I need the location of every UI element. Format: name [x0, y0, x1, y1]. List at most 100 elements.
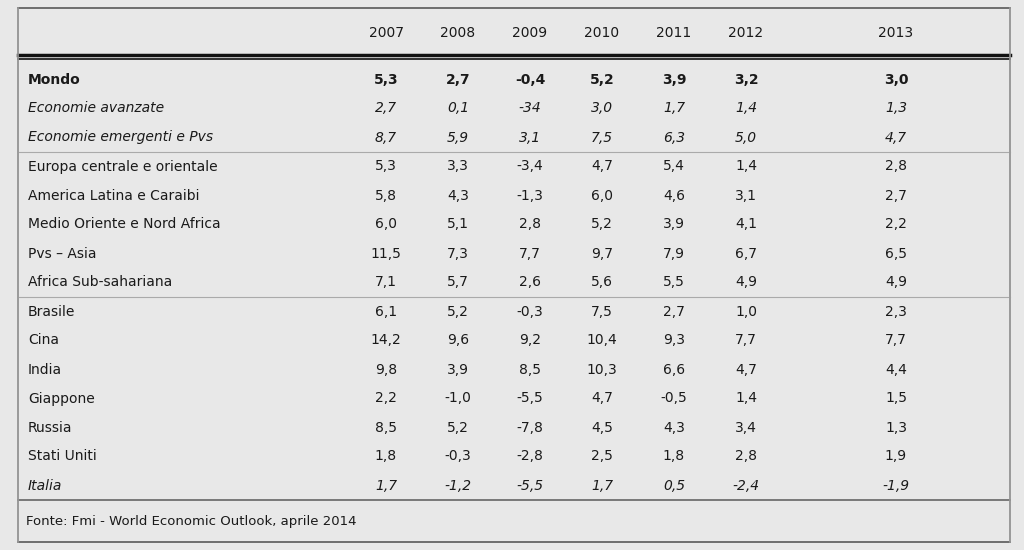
Text: 2,8: 2,8 — [519, 217, 541, 232]
Text: 5,7: 5,7 — [447, 276, 469, 289]
Text: 14,2: 14,2 — [371, 333, 401, 348]
Text: 3,3: 3,3 — [447, 160, 469, 173]
Text: 4,3: 4,3 — [664, 421, 685, 434]
Text: 9,2: 9,2 — [519, 333, 541, 348]
Text: 5,6: 5,6 — [591, 276, 613, 289]
Text: Medio Oriente e Nord Africa: Medio Oriente e Nord Africa — [28, 217, 220, 232]
Text: 6,0: 6,0 — [591, 189, 613, 202]
Text: 2,8: 2,8 — [885, 160, 907, 173]
Text: 4,3: 4,3 — [447, 189, 469, 202]
Text: Stati Uniti: Stati Uniti — [28, 449, 96, 464]
Text: 1,3: 1,3 — [885, 102, 907, 116]
Text: 6,3: 6,3 — [663, 130, 685, 145]
Text: 9,7: 9,7 — [591, 246, 613, 261]
Text: 2009: 2009 — [512, 26, 548, 40]
Text: 6,5: 6,5 — [885, 246, 907, 261]
Text: India: India — [28, 362, 62, 377]
Text: 1,7: 1,7 — [591, 478, 613, 492]
Text: 3,4: 3,4 — [735, 421, 757, 434]
Text: 4,4: 4,4 — [885, 362, 907, 377]
Text: 3,1: 3,1 — [735, 189, 757, 202]
Text: -1,2: -1,2 — [444, 478, 472, 492]
Text: -3,4: -3,4 — [517, 160, 544, 173]
Text: 8,5: 8,5 — [519, 362, 541, 377]
Text: 11,5: 11,5 — [371, 246, 401, 261]
Text: 4,7: 4,7 — [735, 362, 757, 377]
Text: 5,4: 5,4 — [664, 160, 685, 173]
Text: Cina: Cina — [28, 333, 59, 348]
Text: Economie avanzate: Economie avanzate — [28, 102, 164, 116]
Text: 5,9: 5,9 — [446, 130, 469, 145]
Text: 4,5: 4,5 — [591, 421, 613, 434]
Text: Europa centrale e orientale: Europa centrale e orientale — [28, 160, 218, 173]
Text: 5,0: 5,0 — [735, 130, 757, 145]
Text: 1,4: 1,4 — [735, 160, 757, 173]
Text: 4,6: 4,6 — [663, 189, 685, 202]
Text: -1,0: -1,0 — [444, 392, 471, 405]
Text: 1,3: 1,3 — [885, 421, 907, 434]
Text: 9,8: 9,8 — [375, 362, 397, 377]
Text: 7,3: 7,3 — [447, 246, 469, 261]
Text: 7,5: 7,5 — [591, 305, 613, 318]
Text: 5,2: 5,2 — [591, 217, 613, 232]
Text: 2010: 2010 — [585, 26, 620, 40]
Text: 2012: 2012 — [728, 26, 764, 40]
Text: 1,4: 1,4 — [735, 392, 757, 405]
Text: -2,8: -2,8 — [516, 449, 544, 464]
Text: Africa Sub-sahariana: Africa Sub-sahariana — [28, 276, 172, 289]
Text: 2,5: 2,5 — [591, 449, 613, 464]
Text: 2,7: 2,7 — [885, 189, 907, 202]
Text: 2,2: 2,2 — [885, 217, 907, 232]
Text: 5,2: 5,2 — [447, 421, 469, 434]
Text: Fonte: Fmi - World Economic Outlook, aprile 2014: Fonte: Fmi - World Economic Outlook, apr… — [26, 514, 356, 527]
Text: Economie emergenti e Pvs: Economie emergenti e Pvs — [28, 130, 213, 145]
Text: 2,7: 2,7 — [664, 305, 685, 318]
Text: 8,5: 8,5 — [375, 421, 397, 434]
Text: 10,4: 10,4 — [587, 333, 617, 348]
Text: 5,2: 5,2 — [590, 73, 614, 86]
Text: 2,2: 2,2 — [375, 392, 397, 405]
Text: Pvs – Asia: Pvs – Asia — [28, 246, 96, 261]
Text: 0,1: 0,1 — [446, 102, 469, 116]
Text: 2,6: 2,6 — [519, 276, 541, 289]
Text: 2,8: 2,8 — [735, 449, 757, 464]
Text: 1,7: 1,7 — [663, 102, 685, 116]
Text: 5,5: 5,5 — [664, 276, 685, 289]
Text: 3,2: 3,2 — [733, 73, 759, 86]
Text: 7,7: 7,7 — [885, 333, 907, 348]
Text: -0,3: -0,3 — [517, 305, 544, 318]
Text: 3,1: 3,1 — [519, 130, 541, 145]
Text: 1,4: 1,4 — [735, 102, 757, 116]
Text: 3,9: 3,9 — [662, 73, 686, 86]
Text: 6,6: 6,6 — [663, 362, 685, 377]
Text: Brasile: Brasile — [28, 305, 76, 318]
Text: Russia: Russia — [28, 421, 73, 434]
Text: 10,3: 10,3 — [587, 362, 617, 377]
Text: 0,5: 0,5 — [663, 478, 685, 492]
Text: 5,3: 5,3 — [374, 73, 398, 86]
Text: 9,3: 9,3 — [663, 333, 685, 348]
Text: 4,7: 4,7 — [591, 392, 613, 405]
Text: 2008: 2008 — [440, 26, 475, 40]
Text: Mondo: Mondo — [28, 73, 81, 86]
Text: 2,7: 2,7 — [445, 73, 470, 86]
Text: 1,9: 1,9 — [885, 449, 907, 464]
Text: 5,3: 5,3 — [375, 160, 397, 173]
Text: -0,3: -0,3 — [444, 449, 471, 464]
Text: -5,5: -5,5 — [516, 478, 544, 492]
Text: 4,7: 4,7 — [885, 130, 907, 145]
Text: 1,0: 1,0 — [735, 305, 757, 318]
Text: 2,3: 2,3 — [885, 305, 907, 318]
Text: -0,5: -0,5 — [660, 392, 687, 405]
Text: 9,6: 9,6 — [446, 333, 469, 348]
Text: 2013: 2013 — [879, 26, 913, 40]
Text: -34: -34 — [518, 102, 542, 116]
Text: 1,8: 1,8 — [375, 449, 397, 464]
Text: 6,0: 6,0 — [375, 217, 397, 232]
Text: 5,8: 5,8 — [375, 189, 397, 202]
Text: -0,4: -0,4 — [515, 73, 545, 86]
Text: 7,7: 7,7 — [519, 246, 541, 261]
Text: -5,5: -5,5 — [517, 392, 544, 405]
Text: 3,9: 3,9 — [663, 217, 685, 232]
Text: 1,7: 1,7 — [375, 478, 397, 492]
